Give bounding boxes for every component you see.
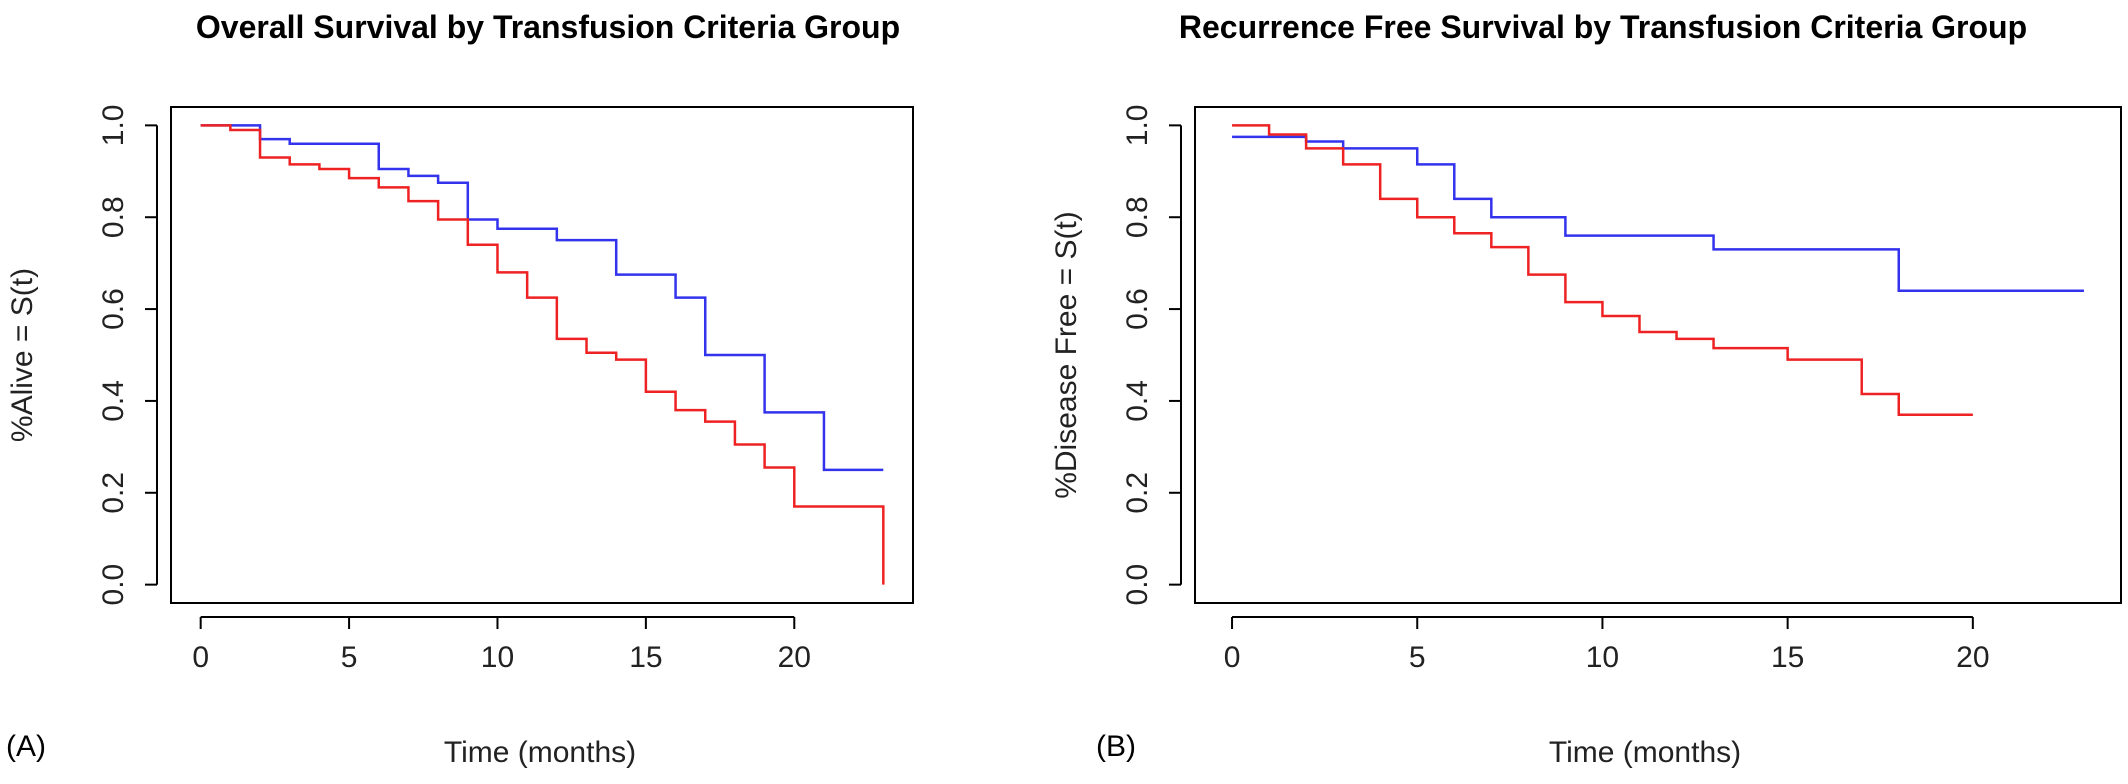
panel-a-y-tick-label: 0.6 [97,288,130,330]
panel-a-y-tick-label: 1.0 [97,105,130,147]
panel-a-survival-curves [200,124,885,585]
panel-a-title: Overall Survival by Transfusion Criteria… [196,9,900,45]
panel-b-ylabel: %Disease Free = S(t) [1050,211,1083,499]
panel-a-plot-frame [170,106,914,604]
panel-b-title: Recurrence Free Survival by Transfusion … [1179,9,2027,45]
panel-a-x-tick-label: 0 [192,641,209,674]
panel-b-y-tick-label: 0.4 [1121,380,1154,422]
panel-b-axes: 0 5 10 15 20 0.0 0.2 0.4 0.6 0.8 1.0 [1121,105,1990,674]
panel-b-y-tick-label: 0.2 [1121,472,1154,514]
panel-a-y-tick-label: 0.2 [97,472,130,514]
panel-a-y-tick-label: 0.0 [97,564,130,606]
panel-a-xlabel: Time (months) [444,736,636,769]
panel-b-x-tick-label: 0 [1224,641,1241,674]
panel-b-xlabel: Time (months) [1549,736,1741,769]
panel-a: Overall Survival by Transfusion Criteria… [6,9,914,769]
panel-a-x-tick-label: 15 [629,641,662,674]
panel-a-y-tick-label: 0.4 [97,380,130,422]
panel-b: Recurrence Free Survival by Transfusion … [1050,9,2122,769]
panel-b-y-tick-label: 0.8 [1121,196,1154,238]
panel-a-axes: 0 5 10 15 20 0.0 0.2 0.4 0.6 0.8 1.0 [97,105,811,674]
panel-b-x-tick-label: 10 [1586,641,1619,674]
panel-b-curve-blue [1232,135,2084,292]
panel-a-x-tick-label: 10 [481,641,514,674]
panel-a-label: (A) [6,730,46,763]
panel-b-x-tick-label: 20 [1956,641,1989,674]
panel-a-y-tick-label: 0.8 [97,196,130,238]
panel-a-x-tick-label: 5 [341,641,358,674]
panel-a-curve-blue [200,124,884,472]
panel-a-x-tick-label: 20 [778,641,811,674]
panel-b-y-tick-label: 0.0 [1121,564,1154,606]
panel-b-curve-red [1232,124,1973,416]
panel-b-x-tick-label: 5 [1409,641,1426,674]
panel-b-label: (B) [1096,730,1136,763]
panel-b-x-tick-label: 15 [1771,641,1804,674]
panel-b-plot-frame [1194,106,2122,604]
panel-b-y-tick-label: 0.6 [1121,288,1154,330]
panel-b-survival-curves [1232,124,2084,416]
panel-a-curve-red [200,124,885,585]
panel-a-ylabel: %Alive = S(t) [6,268,39,442]
panel-b-y-tick-label: 1.0 [1121,105,1154,147]
